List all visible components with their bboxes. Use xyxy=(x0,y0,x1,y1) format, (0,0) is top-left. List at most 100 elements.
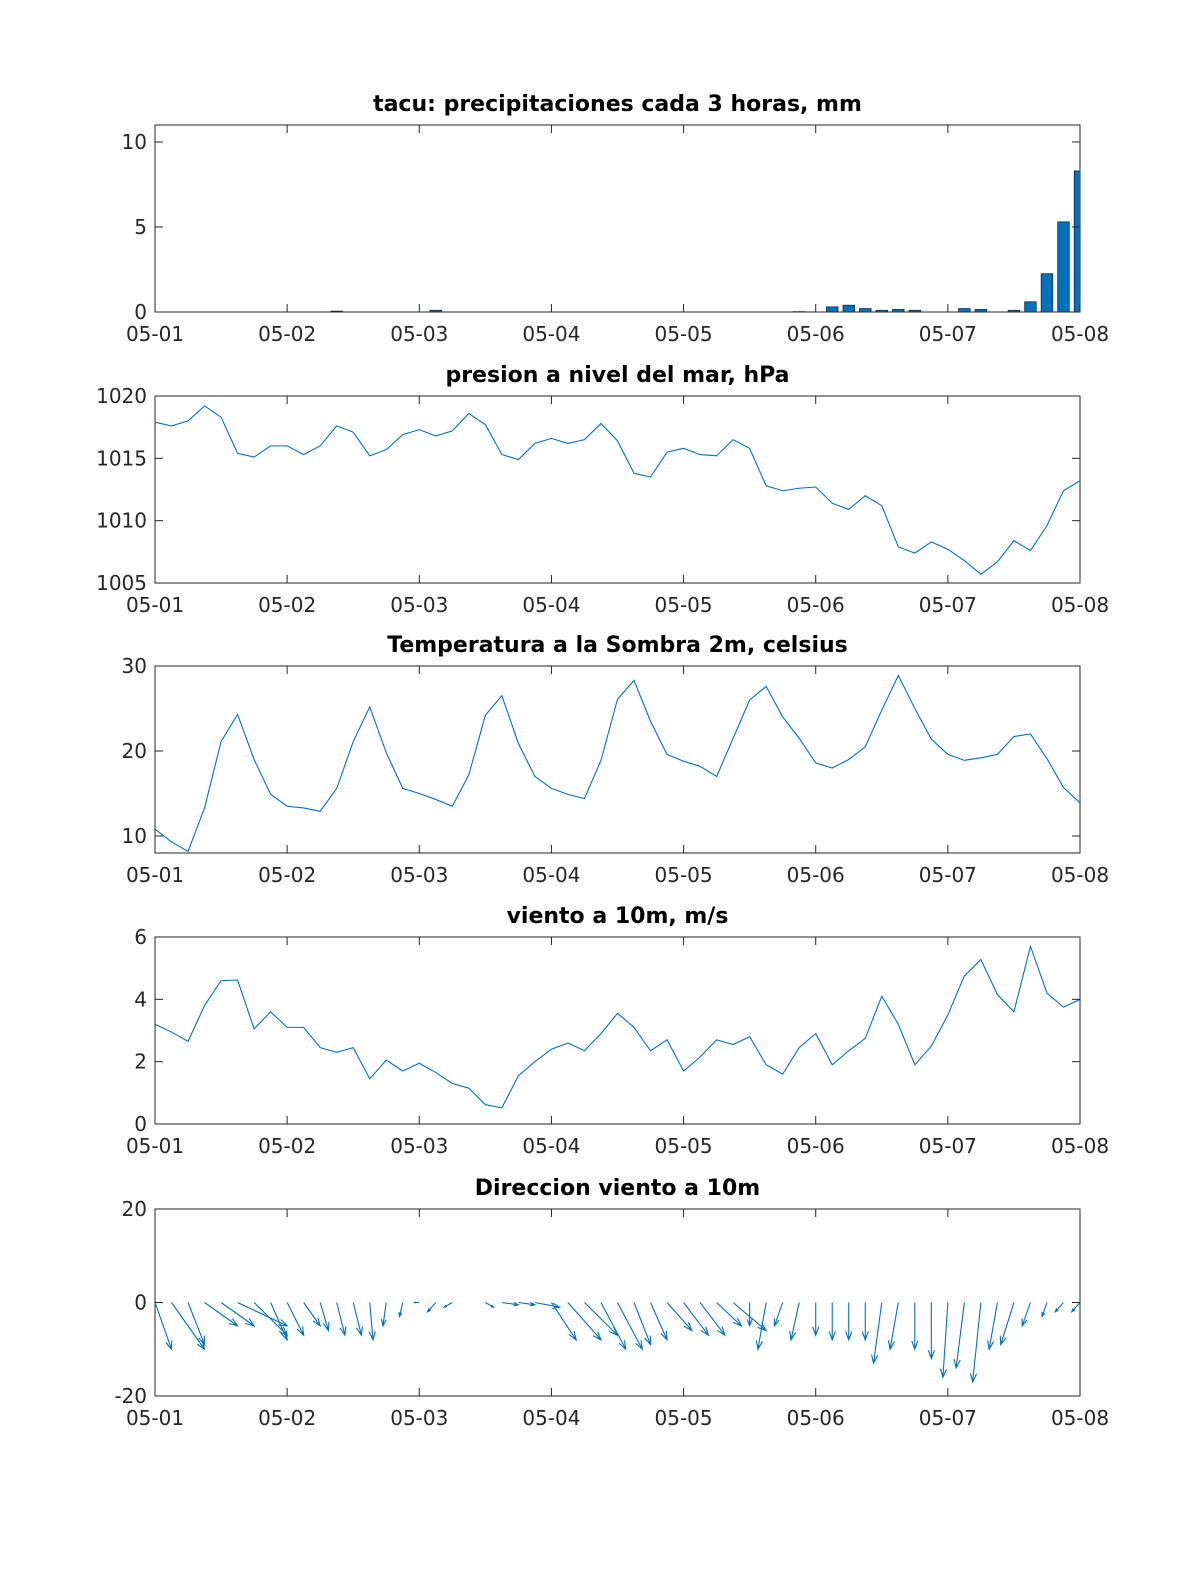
x-tick-label: 05-04 xyxy=(522,593,580,617)
wind-arrow xyxy=(442,1302,453,1308)
chart-panel-3: 05-01 05-02 05-03 05-04 05-05 05-06 05-07 05-08… xyxy=(122,633,1110,887)
plot-area xyxy=(154,936,1081,1125)
wind-arrow xyxy=(352,1302,363,1337)
y-tick-label: 6 xyxy=(134,925,147,949)
series-line xyxy=(155,405,1080,575)
wind-arrow xyxy=(426,1302,437,1314)
y-tick-label: 10 xyxy=(122,130,147,154)
wind-arrow xyxy=(1021,1302,1031,1328)
x-tick-label: 05-04 xyxy=(522,322,580,346)
x-tick-label: 05-01 xyxy=(126,863,184,887)
wind-arrow xyxy=(567,1302,603,1342)
plot-marks xyxy=(155,674,1080,853)
x-tick-label: 05-02 xyxy=(258,863,316,887)
bar xyxy=(1057,221,1070,312)
wind-arrow xyxy=(999,1302,1015,1347)
wind-arrow xyxy=(683,1302,710,1337)
bar xyxy=(1024,301,1037,312)
x-tick-label: 05-01 xyxy=(126,593,184,617)
bar xyxy=(1040,273,1054,312)
x-tick-label: 05-08 xyxy=(1051,593,1109,617)
wind-arrow xyxy=(773,1302,784,1328)
bar xyxy=(1007,309,1021,312)
wind-arrow xyxy=(699,1302,726,1337)
x-tick-label: 05-06 xyxy=(787,863,845,887)
bar xyxy=(826,306,839,312)
x-tick-label: 05-02 xyxy=(258,322,316,346)
x-tick-label: 05-04 xyxy=(522,1406,580,1430)
x-tick-label: 05-06 xyxy=(787,1406,845,1430)
x-tick-label: 05-03 xyxy=(390,1406,448,1430)
wind-arrow xyxy=(220,1302,256,1327)
x-tick-label: 05-08 xyxy=(1051,1406,1109,1430)
x-tick-label: 05-04 xyxy=(522,863,580,887)
bar xyxy=(330,310,343,312)
x-tick-label: 05-08 xyxy=(1051,322,1109,346)
wind-arrow xyxy=(812,1302,820,1337)
wind-arrow xyxy=(412,1301,420,1304)
x-tick-label: 05-01 xyxy=(126,322,184,346)
chart-title: Temperatura a la Sombra 2m, celsius xyxy=(387,633,848,658)
y-tick-label: 1020 xyxy=(96,384,147,408)
wind-arrow xyxy=(270,1302,288,1342)
x-tick-label: 05-03 xyxy=(390,1134,448,1158)
y-tick-label: 0 xyxy=(134,1291,147,1315)
wind-arrow xyxy=(746,1302,753,1328)
wind-arrow xyxy=(871,1302,883,1365)
chart-title: presion a nivel del mar, hPa xyxy=(445,363,789,388)
x-tick-label: 05-07 xyxy=(919,1134,977,1158)
wind-arrow xyxy=(204,1302,239,1327)
wind-arrow xyxy=(155,1302,173,1351)
x-tick-label: 05-05 xyxy=(655,1406,713,1430)
plot-area xyxy=(154,665,1081,854)
wind-arrow xyxy=(927,1302,935,1361)
wind-arrow xyxy=(911,1302,919,1351)
plot-marks xyxy=(330,170,1080,312)
bar xyxy=(859,308,872,312)
wind-arrow xyxy=(953,1302,965,1370)
bar xyxy=(429,309,442,312)
chart-panel-2: 05-01 05-02 05-03 05-04 05-05 05-06 05-07 05-08… xyxy=(96,363,1109,617)
wind-arrow xyxy=(1054,1302,1064,1314)
wind-arrow xyxy=(303,1302,322,1328)
bar xyxy=(892,309,905,312)
x-tick-label: 05-02 xyxy=(258,593,316,617)
x-tick-label: 05-05 xyxy=(655,322,713,346)
plot-area xyxy=(154,124,1081,313)
x-tick-label: 05-08 xyxy=(1051,863,1109,887)
y-tick-label: -20 xyxy=(114,1384,147,1408)
chart-panel-5: 05-01 05-02 05-03 05-04 05-05 05-06 05-07 05-08… xyxy=(114,1176,1109,1430)
x-tick-label: 05-02 xyxy=(258,1406,316,1430)
chart-title: tacu: precipitaciones cada 3 horas, mm xyxy=(373,92,862,117)
bar xyxy=(958,308,971,312)
x-tick-label: 05-07 xyxy=(919,593,977,617)
x-tick-label: 05-06 xyxy=(787,1134,845,1158)
chart-panel-1: 05-01 05-02 05-03 05-04 05-05 05-06 05-07 05-08… xyxy=(122,92,1110,346)
x-tick-label: 05-04 xyxy=(522,1134,580,1158)
x-tick-label: 05-07 xyxy=(919,1406,977,1430)
wind-arrow xyxy=(336,1302,347,1337)
y-tick-label: 1005 xyxy=(96,571,147,595)
y-tick-label: 1010 xyxy=(96,509,147,533)
plot-area xyxy=(154,395,1081,584)
y-tick-label: 10 xyxy=(122,824,147,848)
x-tick-label: 05-03 xyxy=(390,593,448,617)
wind-arrow xyxy=(666,1302,693,1332)
x-tick-label: 05-05 xyxy=(655,1134,713,1158)
x-tick-label: 05-07 xyxy=(919,863,977,887)
wind-arrow xyxy=(485,1302,496,1308)
wind-arrow xyxy=(789,1302,800,1342)
series-line xyxy=(155,944,1080,1109)
chart-panel-4: 05-01 05-02 05-03 05-04 05-05 05-06 05-07 05-08… xyxy=(126,904,1109,1158)
panels: 05-01 05-02 05-03 05-04 05-05 05-06 05-07 05-08… xyxy=(96,92,1110,1430)
wind-arrow xyxy=(969,1302,982,1384)
y-tick-label: 30 xyxy=(122,654,147,678)
x-tick-label: 05-03 xyxy=(390,863,448,887)
x-tick-label: 05-02 xyxy=(258,1134,316,1158)
x-tick-label: 05-03 xyxy=(390,322,448,346)
wind-arrow xyxy=(368,1302,376,1342)
wind-arrow xyxy=(1041,1302,1048,1319)
wind-arrow xyxy=(887,1302,899,1351)
wind-arrow xyxy=(319,1302,330,1333)
